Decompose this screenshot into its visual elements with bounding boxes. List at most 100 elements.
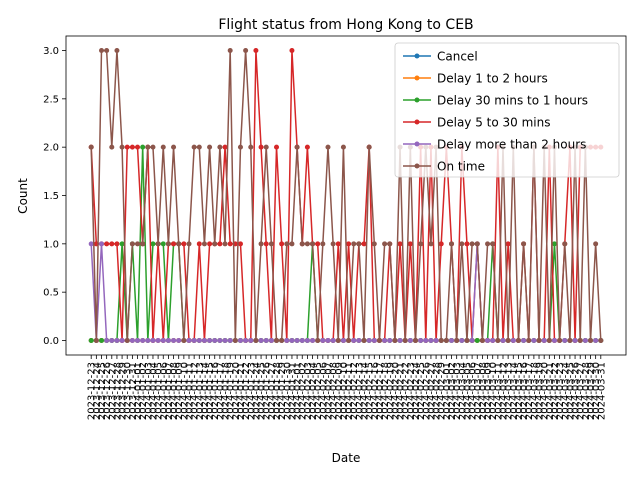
x-tick-label: 2024-03-29 (586, 362, 597, 420)
data-point (289, 338, 295, 343)
x-tick-label: 2024-03-13 (504, 362, 515, 420)
data-point (263, 241, 269, 247)
x-tick-label: 2024-01-31 (287, 362, 298, 420)
x-tick-label: 2024-02-26 (421, 362, 432, 420)
legend-label: Cancel (437, 50, 478, 64)
x-tick-label: 2024-03-27 (576, 362, 587, 420)
x-tick-label: 2024-02-02 (298, 362, 309, 420)
data-point (207, 144, 213, 150)
data-point (124, 338, 130, 343)
data-point (325, 338, 331, 343)
data-point (335, 338, 341, 343)
data-point (186, 338, 192, 343)
x-tick-label: 2024-03-24 (560, 362, 571, 420)
data-point (222, 338, 228, 343)
data-point (505, 338, 511, 343)
data-point (135, 241, 141, 247)
data-point (474, 241, 480, 247)
data-point (145, 338, 151, 343)
data-point (551, 241, 557, 247)
x-tick-label: 2024-01-14 (200, 362, 211, 420)
x-tick-label: 2024-03-21 (545, 362, 556, 420)
data-point (469, 241, 475, 247)
x-tick-label: 2024-02-16 (370, 362, 381, 420)
legend-marker (414, 75, 420, 81)
x-tick-label: 2024-02-08 (329, 362, 340, 420)
y-tick-label: 2.5 (43, 94, 59, 105)
data-point (109, 144, 115, 150)
series-line (90, 49, 602, 342)
data-point (397, 241, 403, 247)
data-point (304, 144, 310, 150)
data-point (366, 144, 372, 150)
y-tick-label: 1.5 (43, 191, 59, 202)
data-point (207, 338, 213, 343)
x-tick-label: 2024-01-27 (267, 362, 278, 420)
data-point (315, 338, 321, 343)
data-point (330, 338, 336, 343)
data-point (531, 338, 537, 343)
data-point (356, 338, 362, 343)
x-tick-label: 2024-03-18 (529, 362, 540, 420)
data-point (382, 338, 388, 343)
data-point (263, 144, 269, 150)
legend-label: Delay more than 2 hours (437, 138, 586, 152)
x-tick-label: 2024-01-07 (164, 362, 175, 420)
x-tick-label: 2024-03-11 (493, 362, 504, 420)
data-point (160, 338, 166, 343)
data-point (268, 338, 274, 343)
data-point (418, 338, 424, 343)
data-point (98, 241, 104, 247)
data-point (438, 241, 444, 247)
x-axis-title: Date (332, 451, 361, 465)
data-point (135, 338, 141, 343)
x-tick-label: 2024-02-06 (318, 362, 329, 420)
x-tick-label: 2024-02-24 (411, 362, 422, 420)
data-point (485, 338, 491, 343)
x-tick-label: 2024-01-05 (154, 362, 165, 420)
data-point (243, 338, 249, 343)
data-point (165, 241, 171, 247)
data-point (227, 338, 233, 343)
data-point (289, 48, 295, 53)
data-point (114, 338, 120, 343)
x-tick-label: 2023-12-28 (112, 362, 123, 420)
data-point (98, 338, 104, 343)
data-point (310, 241, 316, 247)
data-point (119, 338, 125, 343)
data-point (526, 338, 532, 343)
data-point (464, 241, 470, 247)
x-tick-label: 2024-01-23 (246, 362, 257, 420)
legend-box (394, 42, 620, 178)
data-point (191, 338, 197, 343)
x-tick-label: 2024-03-20 (540, 362, 551, 420)
x-tick-label: 2024-03-08 (478, 362, 489, 420)
legend: Cancel Delay 1 to 2 hours Delay 30 mins to… (394, 42, 620, 178)
data-point (474, 338, 480, 343)
data-point (207, 241, 213, 247)
x-tick-label: 2023-12-29 (118, 362, 129, 420)
data-point (598, 338, 604, 343)
data-point (490, 338, 496, 343)
data-point (412, 338, 418, 343)
data-point (572, 338, 578, 343)
data-point (356, 241, 362, 247)
data-point (387, 241, 393, 247)
x-tick-label: 2024-02-03 (303, 362, 314, 420)
data-point (294, 338, 300, 343)
x-tick-label: 2024-03-06 (468, 362, 479, 420)
x-tick-label: 2024-03-16 (519, 362, 530, 420)
x-tick-label: 2024-02-15 (365, 362, 376, 420)
x-tick-label: 2024-03-19 (535, 362, 546, 420)
x-tick-label: 2024-02-22 (401, 362, 412, 420)
x-tick-label: 2023-12-26 (102, 362, 113, 420)
data-point (171, 144, 177, 150)
data-point (449, 338, 455, 343)
x-tick-label: 2024-02-09 (334, 362, 345, 420)
x-tick-label: 2024-02-18 (380, 362, 391, 420)
series-line (90, 243, 601, 342)
data-point (279, 338, 285, 343)
data-point (155, 241, 161, 247)
x-tick-label: 2024-02-05 (313, 362, 324, 420)
